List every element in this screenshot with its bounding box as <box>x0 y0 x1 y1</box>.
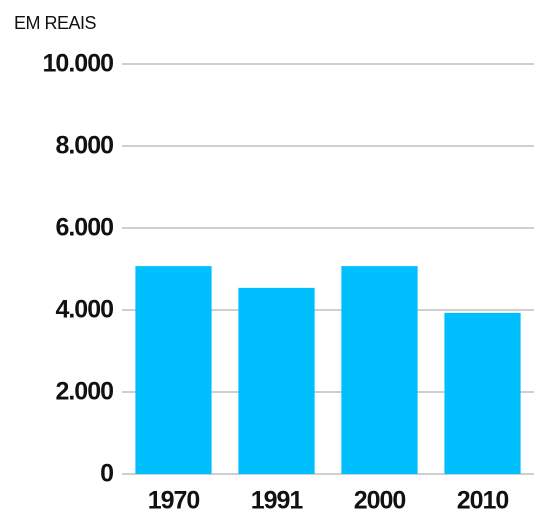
y-tick-label: 6.000 <box>55 214 113 242</box>
x-tick-label: 1991 <box>251 487 304 515</box>
y-tick-label: 0 <box>100 460 113 488</box>
x-tick-label: 2000 <box>354 487 406 515</box>
y-axis-label: EM REAIS <box>14 13 97 33</box>
bar <box>341 266 418 474</box>
y-tick-label: 2.000 <box>55 378 113 406</box>
x-tick-label: 2010 <box>457 487 509 515</box>
bar <box>444 312 521 474</box>
y-tick-label: 4.000 <box>55 296 113 324</box>
bar <box>135 266 212 474</box>
x-tick-label: 1970 <box>148 487 200 515</box>
y-tick-label: 10.000 <box>43 50 114 78</box>
y-tick-label: 8.000 <box>55 132 113 160</box>
bar <box>238 287 315 474</box>
